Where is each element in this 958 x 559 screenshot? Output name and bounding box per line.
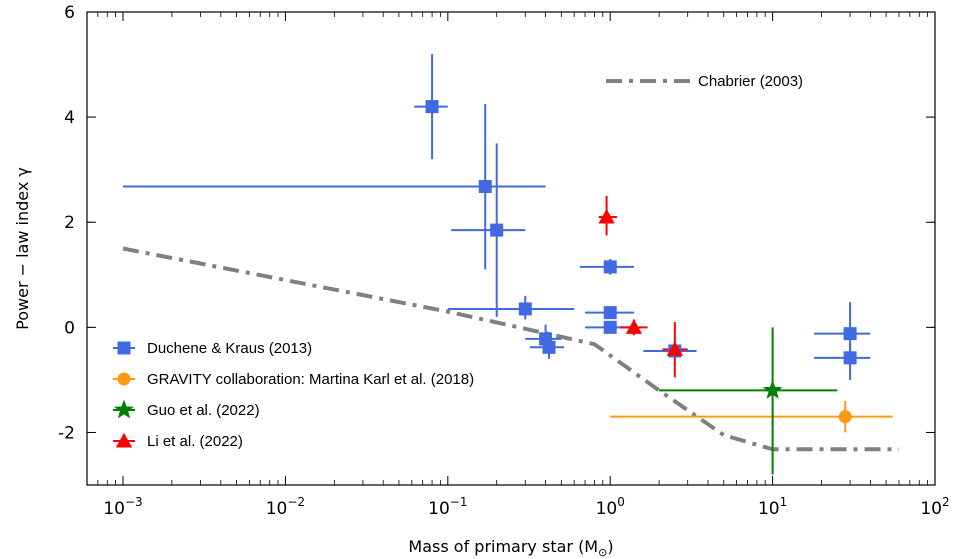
legend-marker <box>114 399 134 419</box>
duchene-kraus-2013-point <box>603 306 617 320</box>
li-et-al-2022-point <box>598 208 615 224</box>
legend-label: Guo et al. (2022) <box>147 402 260 419</box>
legend-entry: Guo et al. (2022) <box>113 399 260 419</box>
legend-label: GRAVITY collaboration: Martina Karl et a… <box>147 371 474 388</box>
legend-marker <box>115 432 133 448</box>
legend-entry: GRAVITY collaboration: Martina Karl et a… <box>113 371 474 388</box>
legend: Duchene & Kraus (2013) GRAVITY collaborat… <box>113 340 474 450</box>
duchene-kraus-2013-point <box>518 302 532 316</box>
reference-legend-label: Chabrier (2003) <box>698 73 803 90</box>
duchene-kraus-2013-point <box>603 260 617 274</box>
duchene-kraus-2013-point <box>425 100 439 114</box>
legend-label: Duchene & Kraus (2013) <box>147 340 312 357</box>
legend-entry: Li et al. (2022) <box>113 432 243 450</box>
plot-frame <box>86 11 936 486</box>
li-et-al-2022-point <box>625 319 643 334</box>
legend-marker <box>117 341 131 355</box>
x-tick-label: 100 <box>596 495 625 519</box>
x-tick-label: 102 <box>920 495 949 519</box>
duchene-kraus-2013-point <box>542 340 556 354</box>
legend-marker <box>117 372 131 386</box>
y-tick-label: -2 <box>58 423 75 443</box>
axis-ticks <box>86 11 936 485</box>
tick-labels: 10−3 10−2 10−1 100 101 102 -2 0 2 4 6 <box>58 3 950 519</box>
legend-label: Li et al. (2022) <box>147 433 243 450</box>
y-axis-title: Power − law index γ <box>13 167 32 330</box>
duchene-kraus-2013-point <box>843 351 857 365</box>
legend-entry: Duchene & Kraus (2013) <box>113 340 312 357</box>
y-tick-label: 4 <box>64 108 75 128</box>
x-tick-label: 10−2 <box>266 495 305 519</box>
x-axis-title: Mass of primary star (M⊙) <box>408 537 613 559</box>
y-tick-label: 0 <box>64 318 75 338</box>
guo-et-al-2022-point <box>762 380 783 399</box>
duchene-kraus-2013-point <box>478 179 492 193</box>
li-et-al-2022-point <box>666 341 683 356</box>
y-tick-label: 2 <box>64 213 75 233</box>
x-tick-label: 10−1 <box>428 495 467 519</box>
x-tick-label: 101 <box>758 495 787 519</box>
duchene-kraus-2013-point <box>490 223 504 237</box>
gravity-collaboration-martina-karl-et-al-2018-point <box>838 410 852 424</box>
data-markers <box>425 100 857 424</box>
y-tick-label: 6 <box>64 3 75 23</box>
x-tick-label: 10−3 <box>103 495 142 519</box>
duchene-kraus-2013-point <box>603 320 617 334</box>
duchene-kraus-2013-point <box>843 327 857 341</box>
reference-legend: Chabrier (2003) <box>606 73 803 90</box>
